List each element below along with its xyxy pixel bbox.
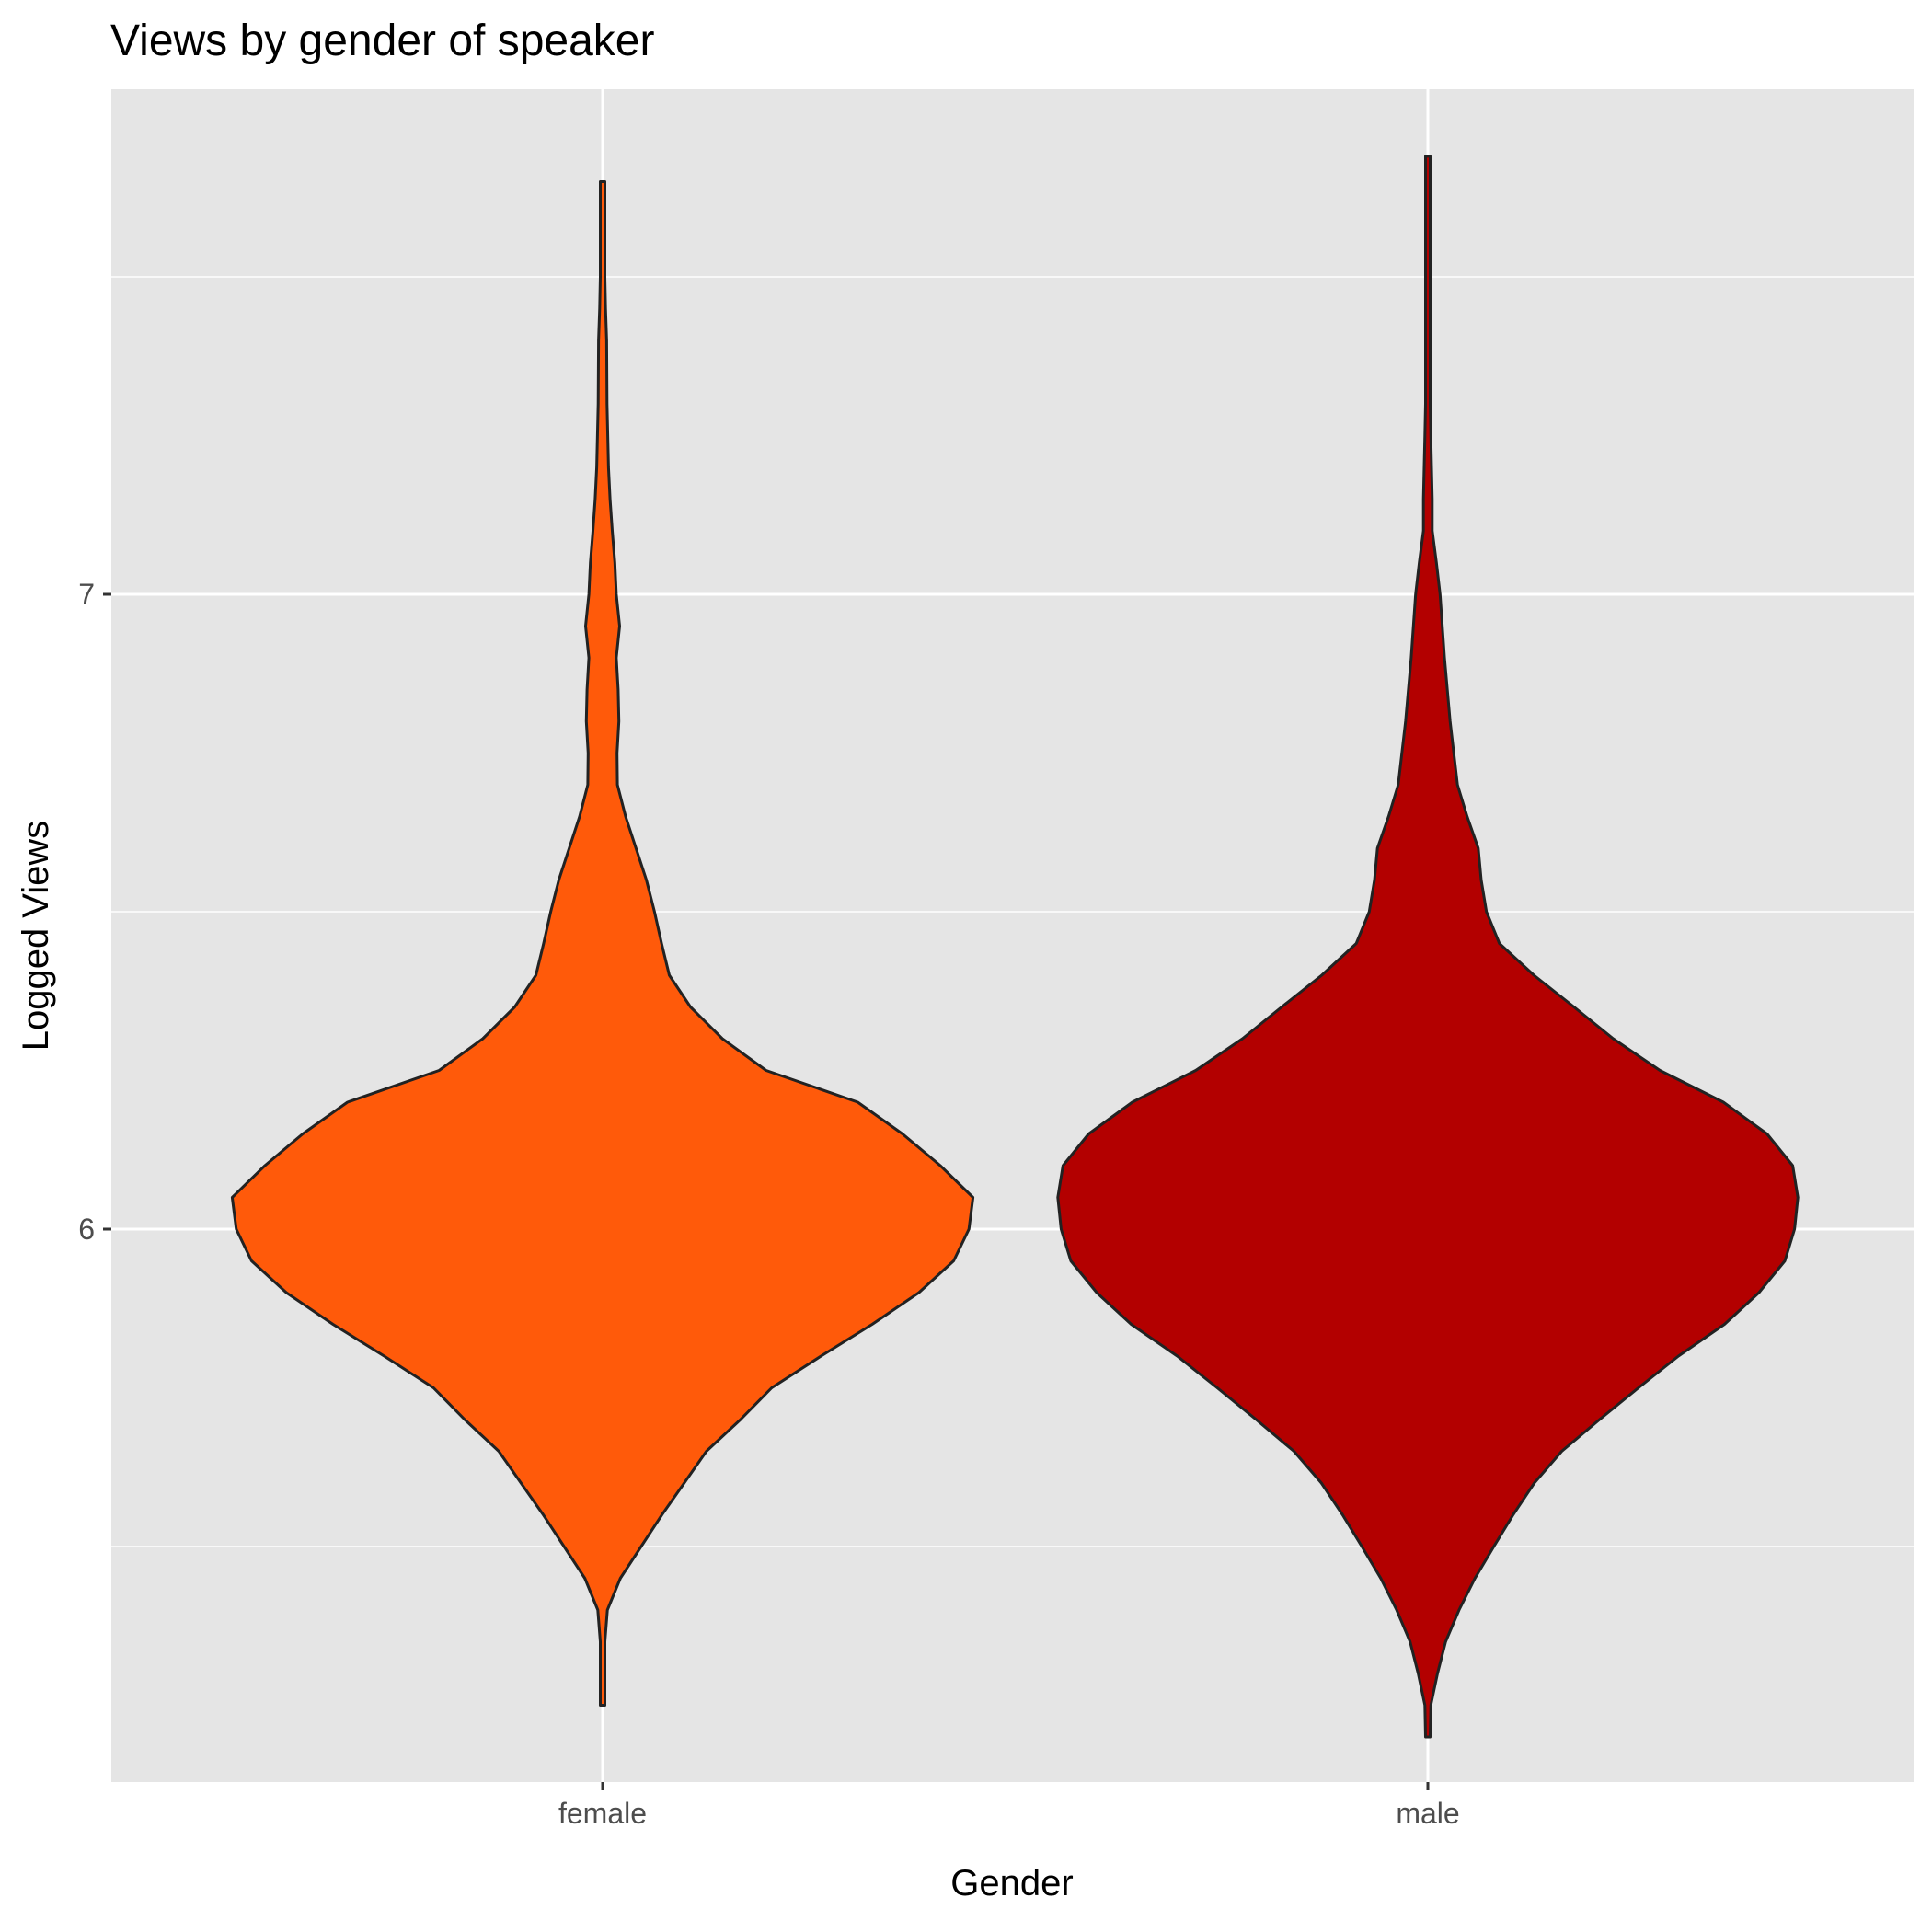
- chart-title: Views by gender of speaker: [110, 17, 654, 65]
- axes: 6 7 female male: [78, 578, 1459, 1830]
- violin-male: [1056, 155, 1800, 1739]
- x-tick-label-female: female: [558, 1797, 647, 1830]
- plot-panel: [111, 89, 1914, 1782]
- y-axis-title: Logged Views: [16, 821, 56, 1052]
- x-axis-title: Gender: [950, 1863, 1073, 1903]
- y-tick-label: 6: [78, 1213, 95, 1246]
- y-tick-label: 7: [78, 578, 95, 611]
- violins: [230, 155, 1800, 1739]
- x-tick-label-male: male: [1396, 1797, 1459, 1830]
- violin-female: [230, 180, 975, 1707]
